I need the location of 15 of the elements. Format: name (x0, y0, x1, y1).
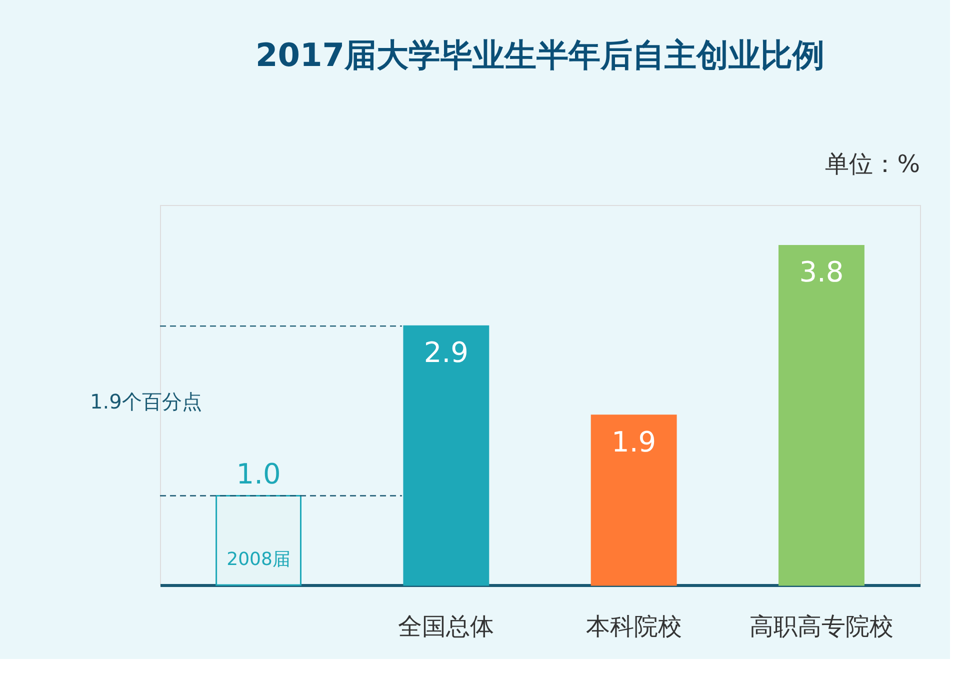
annotation: 2008届 (226, 549, 290, 570)
data-label: 2.9 (424, 336, 468, 370)
bar (403, 325, 490, 586)
bar (216, 494, 302, 586)
x-tick-label: 高职高专院校 (749, 612, 894, 640)
annotation: 1.9个百分点 (90, 390, 202, 414)
text: 单位：% (825, 150, 920, 178)
x-tick-label: 全国总体 (398, 612, 494, 640)
bar (778, 244, 864, 586)
data-label: 1.9 (612, 425, 656, 458)
data-label: 1.0 (236, 458, 281, 491)
bar (590, 414, 677, 586)
data-label: 3.8 (799, 256, 844, 289)
chart-title: 2017届大学毕业生半年后自主创业比例 (255, 36, 825, 74)
x-tick-label: 本科院校 (586, 612, 682, 640)
